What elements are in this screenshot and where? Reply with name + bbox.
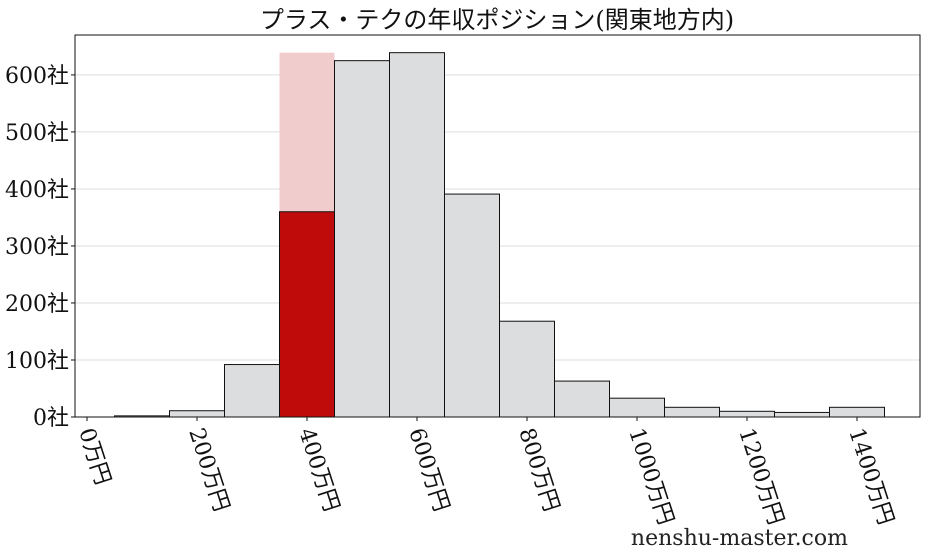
bar: [444, 193, 500, 418]
x-tick-label: 1200万円: [733, 425, 788, 528]
y-tick-label: 0社: [33, 406, 69, 431]
x-tick-label: 600万円: [403, 425, 453, 515]
y-tick-label: 300社: [5, 235, 69, 260]
y-tick-label: 100社: [5, 349, 69, 374]
bar-highlight: [279, 211, 335, 418]
x-tick-label: 1000万円: [623, 425, 678, 528]
bar: [664, 406, 720, 418]
y-tick-label: 400社: [5, 178, 69, 203]
bar: [169, 410, 225, 418]
bar: [829, 406, 885, 418]
x-tick-label: 200万円: [183, 425, 233, 515]
x-tick-label: 1400万円: [843, 425, 898, 528]
bar: [224, 364, 280, 418]
x-tick-label: 0万円: [73, 425, 115, 488]
bar: [554, 380, 610, 418]
bar: [609, 397, 665, 418]
y-tick-label: 200社: [5, 292, 69, 317]
x-tick-label: 800万円: [513, 425, 563, 515]
bar: [719, 410, 775, 418]
bar: [499, 320, 555, 418]
watermark: nenshu-master.com: [631, 526, 848, 551]
y-tick-label: 500社: [5, 121, 69, 146]
plot-frame: [74, 34, 921, 418]
bar: [389, 52, 445, 418]
y-tick-label: 600社: [5, 64, 69, 89]
x-tick-label: 400万円: [293, 425, 343, 515]
chart-title: プラス・テクの年収ポジション(関東地方内): [260, 6, 734, 34]
bar: [334, 60, 390, 418]
bar: [774, 411, 830, 418]
